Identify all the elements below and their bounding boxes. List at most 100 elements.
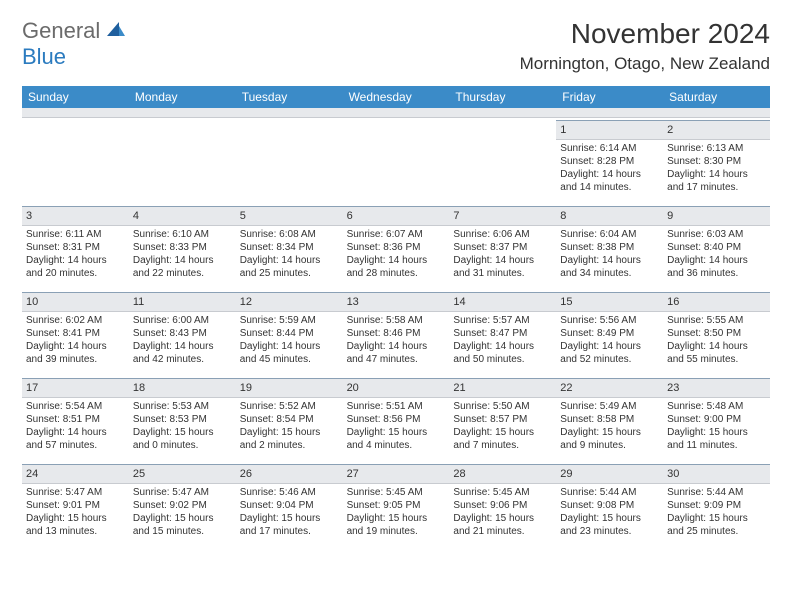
day-cell: 17Sunrise: 5:54 AMSunset: 8:51 PMDayligh… — [22, 376, 129, 462]
daylight-text: Daylight: 14 hours and 22 minutes. — [133, 254, 232, 280]
sunset-text: Sunset: 8:46 PM — [347, 327, 446, 340]
day-cell: 14Sunrise: 5:57 AMSunset: 8:47 PMDayligh… — [449, 290, 556, 376]
sunset-text: Sunset: 8:50 PM — [667, 327, 766, 340]
logo-text-blue: Blue — [22, 44, 125, 70]
sunset-text: Sunset: 8:38 PM — [560, 241, 659, 254]
day-header: Sunday — [22, 86, 129, 108]
day-cell — [129, 118, 236, 204]
daylight-text: Daylight: 14 hours and 17 minutes. — [667, 168, 766, 194]
sunrise-text: Sunrise: 5:54 AM — [26, 400, 125, 413]
title-block: November 2024 Mornington, Otago, New Zea… — [520, 18, 770, 74]
weeks-container: 1 Sunrise: 6:14 AMSunset: 8:28 PM Daylight… — [22, 118, 770, 548]
day-cell: 1Sunrise: 6:14 AMSunset: 8:28 PMDaylight… — [556, 118, 663, 204]
daylight-text: Daylight: 15 hours and 2 minutes. — [240, 426, 339, 452]
day-number: 7 — [449, 206, 556, 226]
sunrise-text: Sunrise: 6:11 AM — [26, 228, 125, 241]
day-number: 27 — [343, 464, 450, 484]
day-cell: 4Sunrise: 6:10 AMSunset: 8:33 PMDaylight… — [129, 204, 236, 290]
daylight-text: Daylight: 15 hours and 9 minutes. — [560, 426, 659, 452]
logo-text-general: General — [22, 18, 100, 43]
day-header-row: Sunday Monday Tuesday Wednesday Thursday… — [22, 86, 770, 108]
sunrise-text: Sunrise: 5:47 AM — [26, 486, 125, 499]
sunrise-text: Sunrise: 5:44 AM — [667, 486, 766, 499]
day-number: 30 — [663, 464, 770, 484]
sunset-text: Sunset: 8:28 PM — [560, 155, 659, 168]
day-cell: 7 Sunrise: 6:06 AMSunset: 8:37 PMDaylight… — [449, 204, 556, 290]
week-row: 24Sunrise: 5:47 AMSunset: 9:01 PMDayligh… — [22, 462, 770, 548]
day-number: 24 — [22, 464, 129, 484]
calendar-page: General Blue November 2024 Mornington, O… — [0, 0, 792, 566]
daylight-text: Daylight: 14 hours and 50 minutes. — [453, 340, 552, 366]
daylight-text: Daylight: 15 hours and 25 minutes. — [667, 512, 766, 538]
sunrise-text: Sunrise: 5:56 AM — [560, 314, 659, 327]
daylight-text: Daylight: 14 hours and 39 minutes. — [26, 340, 125, 366]
daylight-text: Daylight: 14 hours and 52 minutes. — [560, 340, 659, 366]
daylight-text: Daylight: 14 hours and 47 minutes. — [347, 340, 446, 366]
day-number: 18 — [129, 378, 236, 398]
daylight-text: Daylight: 14 hours and 42 minutes. — [133, 340, 232, 366]
sunset-text: Sunset: 8:31 PM — [26, 241, 125, 254]
sunset-text: Sunset: 8:57 PM — [453, 413, 552, 426]
sunset-text: Sunset: 9:01 PM — [26, 499, 125, 512]
daylight-text: Daylight: 14 hours and 20 minutes. — [26, 254, 125, 280]
sunset-text: Sunset: 9:08 PM — [560, 499, 659, 512]
day-number: 9 — [663, 206, 770, 226]
day-number: 10 — [22, 292, 129, 312]
day-number: 29 — [556, 464, 663, 484]
sunset-text: Sunset: 8:37 PM — [453, 241, 552, 254]
sunset-text: Sunset: 9:00 PM — [667, 413, 766, 426]
sunset-text: Sunset: 8:51 PM — [26, 413, 125, 426]
day-number: 21 — [449, 378, 556, 398]
sunrise-text: Sunrise: 5:44 AM — [560, 486, 659, 499]
sunrise-text: Sunrise: 5:52 AM — [240, 400, 339, 413]
daylight-text: Daylight: 14 hours and 31 minutes. — [453, 254, 552, 280]
daylight-text: Daylight: 14 hours and 45 minutes. — [240, 340, 339, 366]
day-number: 1 — [556, 120, 663, 140]
daylight-text: Daylight: 14 hours and 28 minutes. — [347, 254, 446, 280]
sunrise-text: Sunrise: 5:48 AM — [667, 400, 766, 413]
day-cell: 15Sunrise: 5:56 AMSunset: 8:49 PMDayligh… — [556, 290, 663, 376]
sunset-text: Sunset: 8:54 PM — [240, 413, 339, 426]
daylight-text: Daylight: 15 hours and 19 minutes. — [347, 512, 446, 538]
calendar: Sunday Monday Tuesday Wednesday Thursday… — [22, 86, 770, 548]
location: Mornington, Otago, New Zealand — [520, 54, 770, 74]
day-cell: 20Sunrise: 5:51 AMSunset: 8:56 PMDayligh… — [343, 376, 450, 462]
sunset-text: Sunset: 8:40 PM — [667, 241, 766, 254]
day-number: 28 — [449, 464, 556, 484]
sunset-text: Sunset: 8:33 PM — [133, 241, 232, 254]
sunset-text: Sunset: 8:49 PM — [560, 327, 659, 340]
day-cell: 10Sunrise: 6:02 AMSunset: 8:41 PMDayligh… — [22, 290, 129, 376]
day-number: 23 — [663, 378, 770, 398]
sunset-text: Sunset: 8:43 PM — [133, 327, 232, 340]
sunrise-text: Sunrise: 6:06 AM — [453, 228, 552, 241]
sunset-text: Sunset: 8:30 PM — [667, 155, 766, 168]
day-header: Friday — [556, 86, 663, 108]
sunset-text: Sunset: 8:41 PM — [26, 327, 125, 340]
sunset-text: Sunset: 8:36 PM — [347, 241, 446, 254]
day-cell: 26Sunrise: 5:46 AMSunset: 9:04 PMDayligh… — [236, 462, 343, 548]
sunrise-text: Sunrise: 5:45 AM — [453, 486, 552, 499]
day-number: 6 — [343, 206, 450, 226]
sunrise-text: Sunrise: 5:47 AM — [133, 486, 232, 499]
daylight-text: Daylight: 15 hours and 23 minutes. — [560, 512, 659, 538]
day-cell: 9Sunrise: 6:03 AMSunset: 8:40 PMDaylight… — [663, 204, 770, 290]
sunrise-text: Sunrise: 5:49 AM — [560, 400, 659, 413]
daylight-text: Daylight: 15 hours and 11 minutes. — [667, 426, 766, 452]
day-cell: 19Sunrise: 5:52 AMSunset: 8:54 PMDayligh… — [236, 376, 343, 462]
day-cell: 30Sunrise: 5:44 AMSunset: 9:09 PMDayligh… — [663, 462, 770, 548]
sunset-text: Sunset: 8:47 PM — [453, 327, 552, 340]
sunset-text: Sunset: 8:44 PM — [240, 327, 339, 340]
day-cell — [449, 118, 556, 204]
day-number: 3 — [22, 206, 129, 226]
day-header: Tuesday — [236, 86, 343, 108]
sunrise-text: Sunrise: 5:55 AM — [667, 314, 766, 327]
daylight-text: Daylight: 15 hours and 15 minutes. — [133, 512, 232, 538]
sunset-text: Sunset: 9:06 PM — [453, 499, 552, 512]
header: General Blue November 2024 Mornington, O… — [22, 18, 770, 74]
sunrise-text: Sunrise: 6:14 AM — [560, 142, 659, 155]
day-cell: 23 Sunrise: 5:48 AMSunset: 9:00 PMDayligh… — [663, 376, 770, 462]
week-row: 3Sunrise: 6:11 AMSunset: 8:31 PMDaylight… — [22, 204, 770, 290]
sunrise-text: Sunrise: 6:00 AM — [133, 314, 232, 327]
day-number: 5 — [236, 206, 343, 226]
sunrise-text: Sunrise: 5:59 AM — [240, 314, 339, 327]
